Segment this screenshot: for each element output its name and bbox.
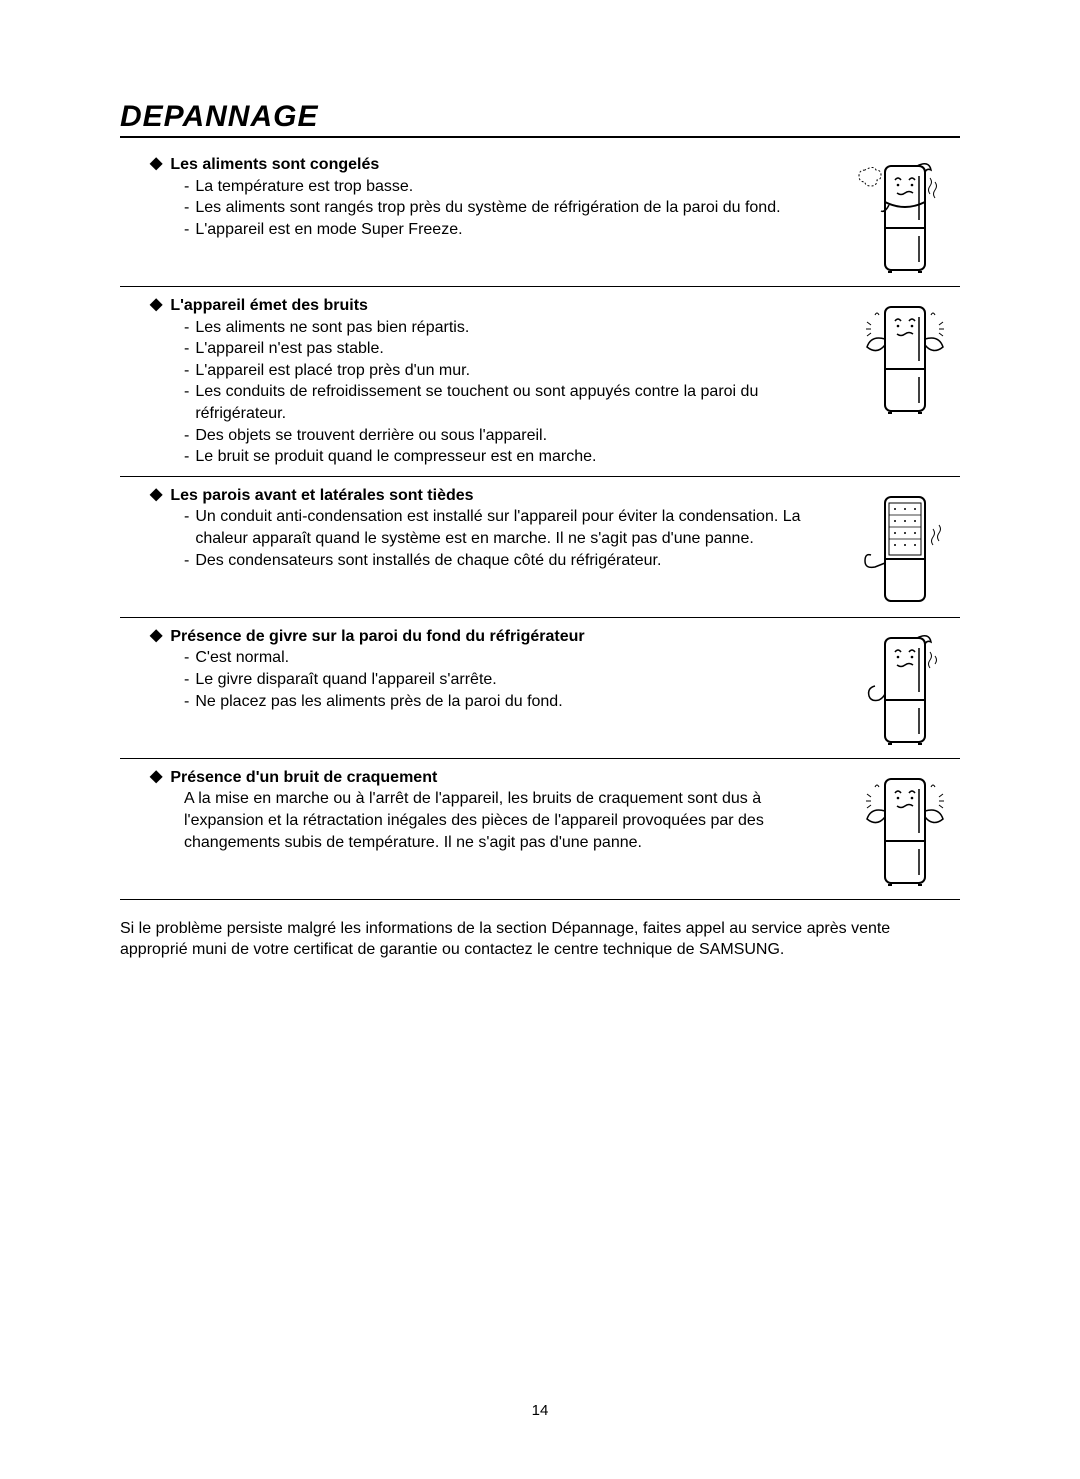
section-text: ◆ Présence de givre sur la paroi du fond… (120, 626, 830, 712)
troubleshoot-section: ◆ Présence de givre sur la paroi du fond… (120, 618, 960, 759)
bullet-text: Les conduits de refroidissement se touch… (195, 381, 830, 424)
dash-icon: - (184, 197, 189, 219)
section-title-text: Les parois avant et latérales sont tiède… (170, 485, 473, 507)
section-text: ◆ Les parois avant et latérales sont tiè… (120, 485, 830, 571)
fridge-noise-icon (850, 767, 960, 891)
diamond-icon: ◆ (150, 626, 162, 645)
bullet-item: -Le bruit se produit quand le compresseu… (184, 446, 830, 468)
bullet-text: Des condensateurs sont installés de chaq… (195, 550, 661, 572)
section-text: ◆ Présence d'un bruit de craquement A la… (120, 767, 830, 853)
dash-icon: - (184, 317, 189, 339)
bullet-item: -La température est trop basse. (184, 176, 830, 198)
troubleshoot-section: ◆ L'appareil émet des bruits -Les alimen… (120, 287, 960, 477)
diamond-icon: ◆ (150, 154, 162, 173)
dash-icon: - (184, 691, 189, 713)
dash-icon: - (184, 176, 189, 198)
section-title: ◆ L'appareil émet des bruits (150, 295, 830, 317)
dash-icon: - (184, 425, 189, 447)
dash-icon: - (184, 219, 189, 241)
section-title: ◆ Les aliments sont congelés (150, 154, 830, 176)
section-paragraph: A la mise en marche ou à l'arrêt de l'ap… (150, 788, 830, 853)
bullet-text: L'appareil est en mode Super Freeze. (195, 219, 462, 241)
bullet-text: Les aliments sont rangés trop près du sy… (195, 197, 780, 219)
bullet-text: Le bruit se produit quand le compresseur… (195, 446, 596, 468)
bullet-text: Les aliments ne sont pas bien répartis. (195, 317, 469, 339)
section-title: ◆ Les parois avant et latérales sont tiè… (150, 485, 830, 507)
bullet-list: -C'est normal. -Le givre disparaît quand… (150, 647, 830, 712)
bullet-text: La température est trop basse. (195, 176, 413, 198)
section-title-text: Les aliments sont congelés (170, 154, 379, 176)
bullet-item: -Un conduit anti-condensation est instal… (184, 506, 830, 549)
bullet-text: Le givre disparaît quand l'appareil s'ar… (195, 669, 496, 691)
bullet-text: L'appareil n'est pas stable. (195, 338, 383, 360)
bullet-text: Un conduit anti-condensation est install… (195, 506, 830, 549)
bullet-list: -Les aliments ne sont pas bien répartis.… (150, 317, 830, 468)
fridge-warm-icon (850, 485, 960, 609)
dash-icon: - (184, 381, 189, 424)
troubleshoot-section: ◆ Présence d'un bruit de craquement A la… (120, 759, 960, 900)
fridge-cold-icon (850, 154, 960, 278)
bullet-item: -Les conduits de refroidissement se touc… (184, 381, 830, 424)
section-title: ◆ Présence de givre sur la paroi du fond… (150, 626, 830, 648)
section-title-text: Présence de givre sur la paroi du fond d… (170, 626, 584, 648)
dash-icon: - (184, 550, 189, 572)
section-text: ◆ L'appareil émet des bruits -Les alimen… (120, 295, 830, 468)
dash-icon: - (184, 360, 189, 382)
section-title-text: Présence d'un bruit de craquement (170, 767, 437, 789)
troubleshoot-section: ◆ Les aliments sont congelés -La tempéra… (120, 146, 960, 287)
dash-icon: - (184, 506, 189, 549)
bullet-list: -La température est trop basse. -Les ali… (150, 176, 830, 241)
diamond-icon: ◆ (150, 767, 162, 786)
fridge-frost-icon (850, 626, 960, 750)
bullet-text: Ne placez pas les aliments près de la pa… (195, 691, 562, 713)
bullet-list: -Un conduit anti-condensation est instal… (150, 506, 830, 571)
page-title: DEPANNAGE (120, 100, 960, 138)
bullet-item: -Le givre disparaît quand l'appareil s'a… (184, 669, 830, 691)
troubleshoot-section: ◆ Les parois avant et latérales sont tiè… (120, 477, 960, 618)
dash-icon: - (184, 669, 189, 691)
footer-note: Si le problème persiste malgré les infor… (120, 918, 960, 961)
bullet-text: Des objets se trouvent derrière ou sous … (195, 425, 547, 447)
page-number: 14 (0, 1402, 1080, 1419)
dash-icon: - (184, 446, 189, 468)
bullet-item: -L'appareil est en mode Super Freeze. (184, 219, 830, 241)
bullet-text: C'est normal. (195, 647, 289, 669)
bullet-item: -Des condensateurs sont installés de cha… (184, 550, 830, 572)
section-title-text: L'appareil émet des bruits (170, 295, 368, 317)
bullet-item: -L'appareil n'est pas stable. (184, 338, 830, 360)
fridge-noise-icon (850, 295, 960, 419)
dash-icon: - (184, 647, 189, 669)
dash-icon: - (184, 338, 189, 360)
diamond-icon: ◆ (150, 485, 162, 504)
bullet-item: -Ne placez pas les aliments près de la p… (184, 691, 830, 713)
diamond-icon: ◆ (150, 295, 162, 314)
bullet-text: L'appareil est placé trop près d'un mur. (195, 360, 470, 382)
section-title: ◆ Présence d'un bruit de craquement (150, 767, 830, 789)
bullet-item: -L'appareil est placé trop près d'un mur… (184, 360, 830, 382)
bullet-item: -Les aliments ne sont pas bien répartis. (184, 317, 830, 339)
bullet-item: -Les aliments sont rangés trop près du s… (184, 197, 830, 219)
bullet-item: -C'est normal. (184, 647, 830, 669)
bullet-item: -Des objets se trouvent derrière ou sous… (184, 425, 830, 447)
section-text: ◆ Les aliments sont congelés -La tempéra… (120, 154, 830, 240)
